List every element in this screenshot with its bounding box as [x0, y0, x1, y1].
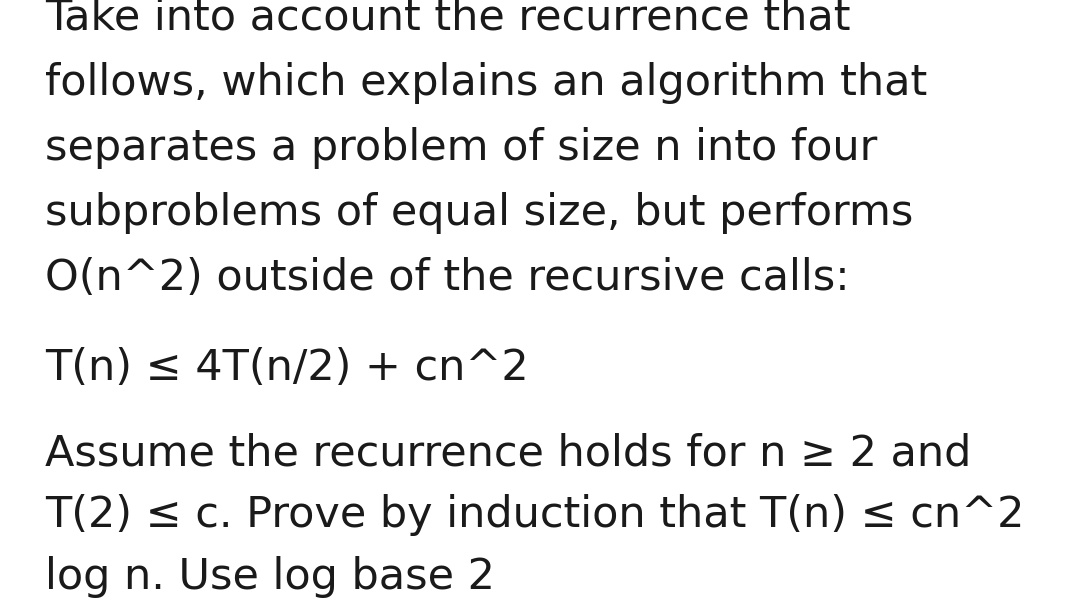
Text: separates a problem of size n into four: separates a problem of size n into four — [45, 127, 877, 169]
Text: T(n) ≤ 4T(n/2) + cn^2: T(n) ≤ 4T(n/2) + cn^2 — [45, 347, 528, 389]
Text: Take into account the recurrence that: Take into account the recurrence that — [45, 0, 851, 39]
Text: follows, which explains an algorithm that: follows, which explains an algorithm tha… — [45, 62, 928, 104]
Text: T(2) ≤ c. Prove by induction that T(n) ≤ cn^2: T(2) ≤ c. Prove by induction that T(n) ≤… — [45, 494, 1024, 536]
Text: O(n^2) outside of the recursive calls:: O(n^2) outside of the recursive calls: — [45, 257, 850, 299]
Text: subproblems of equal size, but performs: subproblems of equal size, but performs — [45, 192, 914, 234]
Text: log n. Use log base 2: log n. Use log base 2 — [45, 556, 495, 598]
Text: Assume the recurrence holds for n ≥ 2 and: Assume the recurrence holds for n ≥ 2 an… — [45, 432, 971, 474]
